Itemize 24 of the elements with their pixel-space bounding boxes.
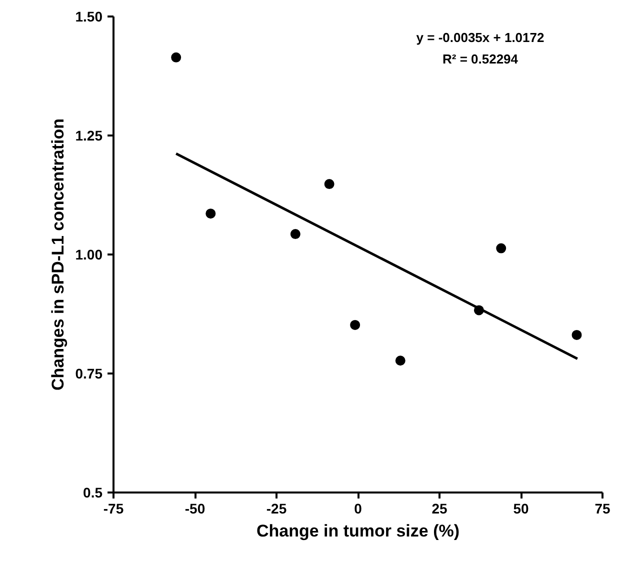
x-tick-label: 50: [513, 500, 529, 516]
y-tick-label: 0.75: [75, 366, 103, 382]
x-tick-label: 25: [432, 500, 448, 516]
point: [572, 330, 582, 340]
annotation: R² = 0.52294: [442, 51, 519, 66]
y-tick-label: 1.50: [75, 8, 103, 24]
point: [206, 208, 216, 219]
y-tick-label: 1.00: [75, 246, 103, 262]
point: [496, 243, 506, 254]
x-axis-title: Change in tumor size (%): [256, 522, 460, 540]
annotation: y = -0.0035x + 1.0172: [416, 30, 544, 46]
y-axis-title: Changes in sPD-L1 concentration: [48, 118, 68, 391]
x-tick-label: 75: [594, 500, 610, 516]
x-tick-label: 0: [354, 500, 362, 516]
point: [171, 52, 182, 62]
point: [350, 320, 360, 330]
y-tick-label: 1.25: [75, 128, 103, 144]
x-tick-label: -50: [184, 500, 206, 516]
point: [395, 356, 406, 366]
x-tick-label: -75: [103, 500, 124, 516]
y-tick-label: 0.5: [83, 484, 103, 500]
x-tick-label: -25: [266, 500, 287, 516]
point: [290, 229, 300, 240]
point: [324, 179, 334, 190]
